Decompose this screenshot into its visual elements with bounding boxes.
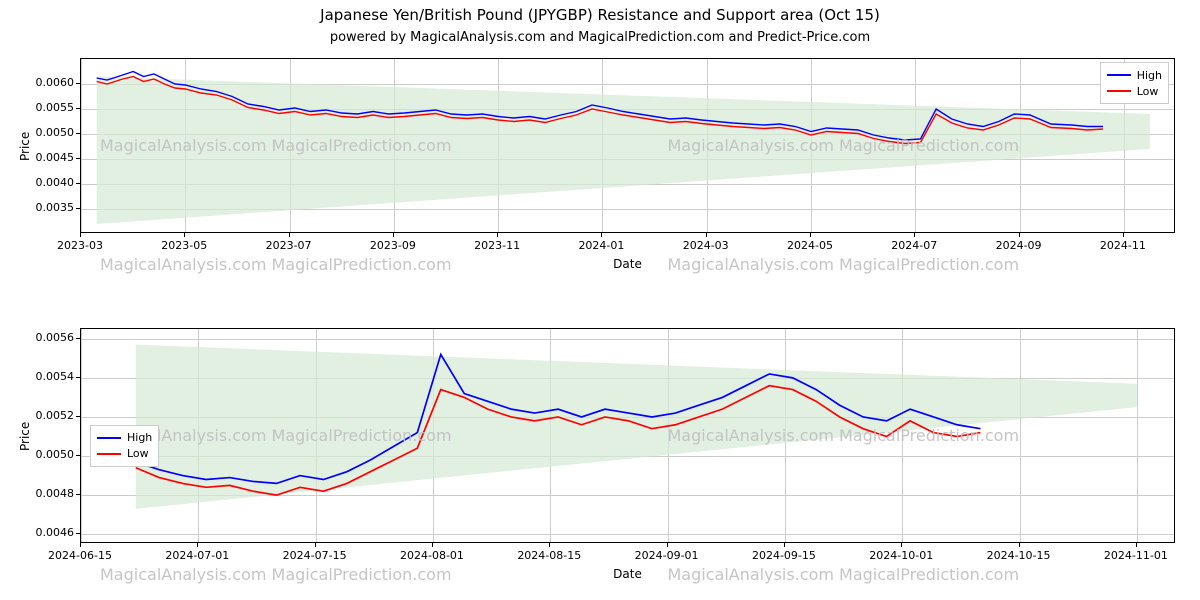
ytick-mark <box>76 338 80 339</box>
legend-swatch-high <box>97 437 121 439</box>
xtick-label: 2024-08-15 <box>517 549 581 562</box>
legend-item-high: High <box>1107 67 1162 83</box>
xtick-mark <box>432 543 433 547</box>
legend-item-high: High <box>97 430 152 446</box>
xtick-label: 2024-09-01 <box>635 549 699 562</box>
xtick-mark <box>901 543 902 547</box>
xtick-mark <box>80 543 81 547</box>
legend: High Low <box>1100 62 1169 104</box>
ytick-mark <box>76 133 80 134</box>
xtick-mark <box>810 233 811 237</box>
ytick-label: 0.0060 <box>14 76 74 89</box>
legend-swatch-low <box>1107 90 1131 92</box>
ytick-label: 0.0056 <box>14 331 74 344</box>
xtick-mark <box>289 233 290 237</box>
xtick-mark <box>315 543 316 547</box>
support-resistance-band <box>97 77 1150 225</box>
ytick-label: 0.0040 <box>14 176 74 189</box>
legend-label-low: Low <box>127 447 149 460</box>
xtick-mark <box>197 543 198 547</box>
xtick-label: 2024-07-15 <box>283 549 347 562</box>
xtick-label: 2023-07 <box>266 239 312 252</box>
bottom-chart-ylabel: Price <box>18 421 32 450</box>
ytick-mark <box>76 377 80 378</box>
legend-label-low: Low <box>1137 85 1159 98</box>
ytick-mark <box>76 208 80 209</box>
xtick-label: 2024-03 <box>683 239 729 252</box>
xtick-mark <box>784 543 785 547</box>
ytick-mark <box>76 108 80 109</box>
xtick-label: 2024-10-01 <box>869 549 933 562</box>
xtick-mark <box>1136 543 1137 547</box>
xtick-label: 2023-09 <box>370 239 416 252</box>
ytick-label: 0.0055 <box>14 101 74 114</box>
top-chart-xlabel: Date <box>80 257 1175 271</box>
legend-label-high: High <box>127 431 152 444</box>
legend-swatch-high <box>1107 74 1131 76</box>
xtick-label: 2024-11-01 <box>1104 549 1168 562</box>
ytick-label: 0.0050 <box>14 126 74 139</box>
ytick-mark <box>76 533 80 534</box>
xtick-mark <box>667 543 668 547</box>
plot-svg-top <box>81 59 1176 234</box>
ytick-mark <box>76 494 80 495</box>
xtick-mark <box>601 233 602 237</box>
xtick-mark <box>1123 233 1124 237</box>
top-chart-axes <box>80 58 1175 233</box>
legend-item-low: Low <box>97 446 152 462</box>
legend-label-high: High <box>1137 69 1162 82</box>
bottom-chart-axes <box>80 328 1175 543</box>
xtick-mark <box>497 233 498 237</box>
figure: Japanese Yen/British Pound (JPYGBP) Resi… <box>0 0 1200 600</box>
xtick-label: 2023-11 <box>474 239 520 252</box>
xtick-label: 2024-09 <box>996 239 1042 252</box>
xtick-label: 2024-05 <box>787 239 833 252</box>
ytick-mark <box>76 83 80 84</box>
ytick-mark <box>76 416 80 417</box>
xtick-mark <box>184 233 185 237</box>
xtick-label: 2024-11 <box>1100 239 1146 252</box>
plot-svg-bottom <box>81 329 1176 544</box>
xtick-mark <box>549 543 550 547</box>
ytick-label: 0.0048 <box>14 487 74 500</box>
support-resistance-band <box>136 345 1137 509</box>
xtick-mark <box>80 233 81 237</box>
ytick-label: 0.0052 <box>14 409 74 422</box>
xtick-mark <box>1019 233 1020 237</box>
xtick-mark <box>1019 543 1020 547</box>
legend-swatch-low <box>97 453 121 455</box>
xtick-label: 2024-09-15 <box>752 549 816 562</box>
xtick-label: 2024-08-01 <box>400 549 464 562</box>
xtick-label: 2024-10-15 <box>987 549 1051 562</box>
ytick-label: 0.0054 <box>14 370 74 383</box>
bottom-chart-xlabel: Date <box>80 567 1175 581</box>
xtick-mark <box>393 233 394 237</box>
xtick-label: 2024-01 <box>578 239 624 252</box>
chart-title: Japanese Yen/British Pound (JPYGBP) Resi… <box>0 6 1200 24</box>
xtick-mark <box>914 233 915 237</box>
ytick-label: 0.0035 <box>14 201 74 214</box>
xtick-label: 2024-06-15 <box>48 549 112 562</box>
ytick-mark <box>76 455 80 456</box>
chart-subtitle: powered by MagicalAnalysis.com and Magic… <box>0 30 1200 45</box>
ytick-label: 0.0045 <box>14 151 74 164</box>
ytick-label: 0.0050 <box>14 448 74 461</box>
ytick-mark <box>76 183 80 184</box>
ytick-label: 0.0046 <box>14 526 74 539</box>
xtick-mark <box>706 233 707 237</box>
ytick-mark <box>76 158 80 159</box>
xtick-label: 2024-07-01 <box>165 549 229 562</box>
legend-item-low: Low <box>1107 83 1162 99</box>
legend: High Low <box>90 425 159 467</box>
xtick-label: 2024-07 <box>891 239 937 252</box>
xtick-label: 2023-03 <box>57 239 103 252</box>
xtick-label: 2023-05 <box>161 239 207 252</box>
